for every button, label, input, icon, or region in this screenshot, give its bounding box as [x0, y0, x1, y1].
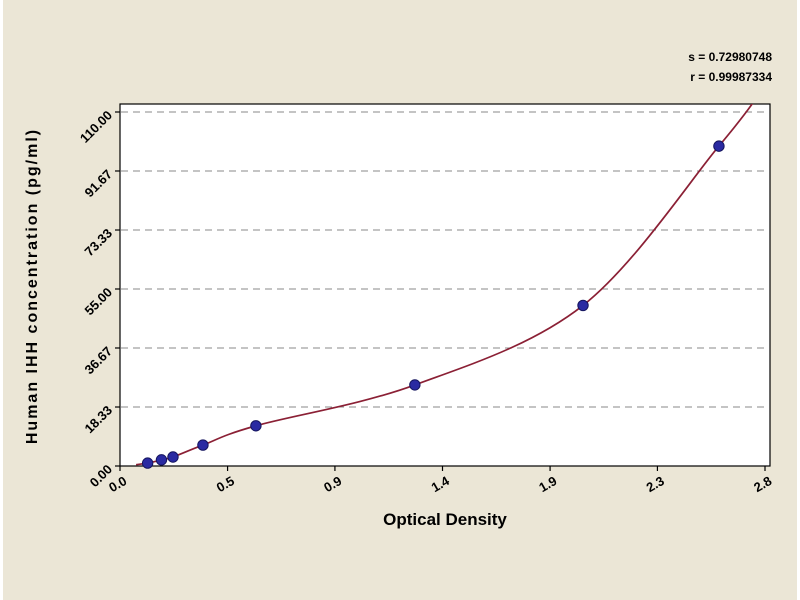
svg-text:1.9: 1.9 [536, 473, 559, 495]
data-point [167, 451, 179, 463]
data-point [713, 140, 725, 152]
data-point [155, 454, 168, 466]
svg-text:55.00: 55.00 [82, 285, 116, 319]
data-points [141, 140, 725, 469]
x-axis-title: Optical Density [383, 510, 507, 529]
data-point [141, 457, 154, 469]
data-point [250, 420, 262, 432]
svg-text:1.4: 1.4 [429, 473, 453, 495]
svg-text:2.3: 2.3 [644, 473, 667, 495]
axis-ticks [115, 111, 766, 471]
svg-text:0.9: 0.9 [321, 473, 344, 495]
fit-s-value: s = 0.72980748 [688, 50, 772, 64]
x-tick-labels: 0.0 0.5 0.9 1.4 1.9 2.3 2.8 [106, 473, 774, 495]
svg-text:0.5: 0.5 [214, 473, 237, 495]
svg-text:36.67: 36.67 [82, 344, 116, 378]
svg-text:91.67: 91.67 [82, 167, 116, 201]
svg-text:2.8: 2.8 [751, 473, 774, 495]
svg-text:110.00: 110.00 [77, 108, 115, 146]
data-point [577, 299, 589, 312]
gridlines [121, 111, 769, 408]
data-point [197, 439, 209, 451]
fit-r-value: r = 0.99987334 [690, 70, 772, 84]
svg-text:18.33: 18.33 [82, 403, 116, 437]
svg-text:73.33: 73.33 [82, 226, 116, 260]
data-point [409, 379, 421, 391]
plot-area [119, 103, 771, 467]
